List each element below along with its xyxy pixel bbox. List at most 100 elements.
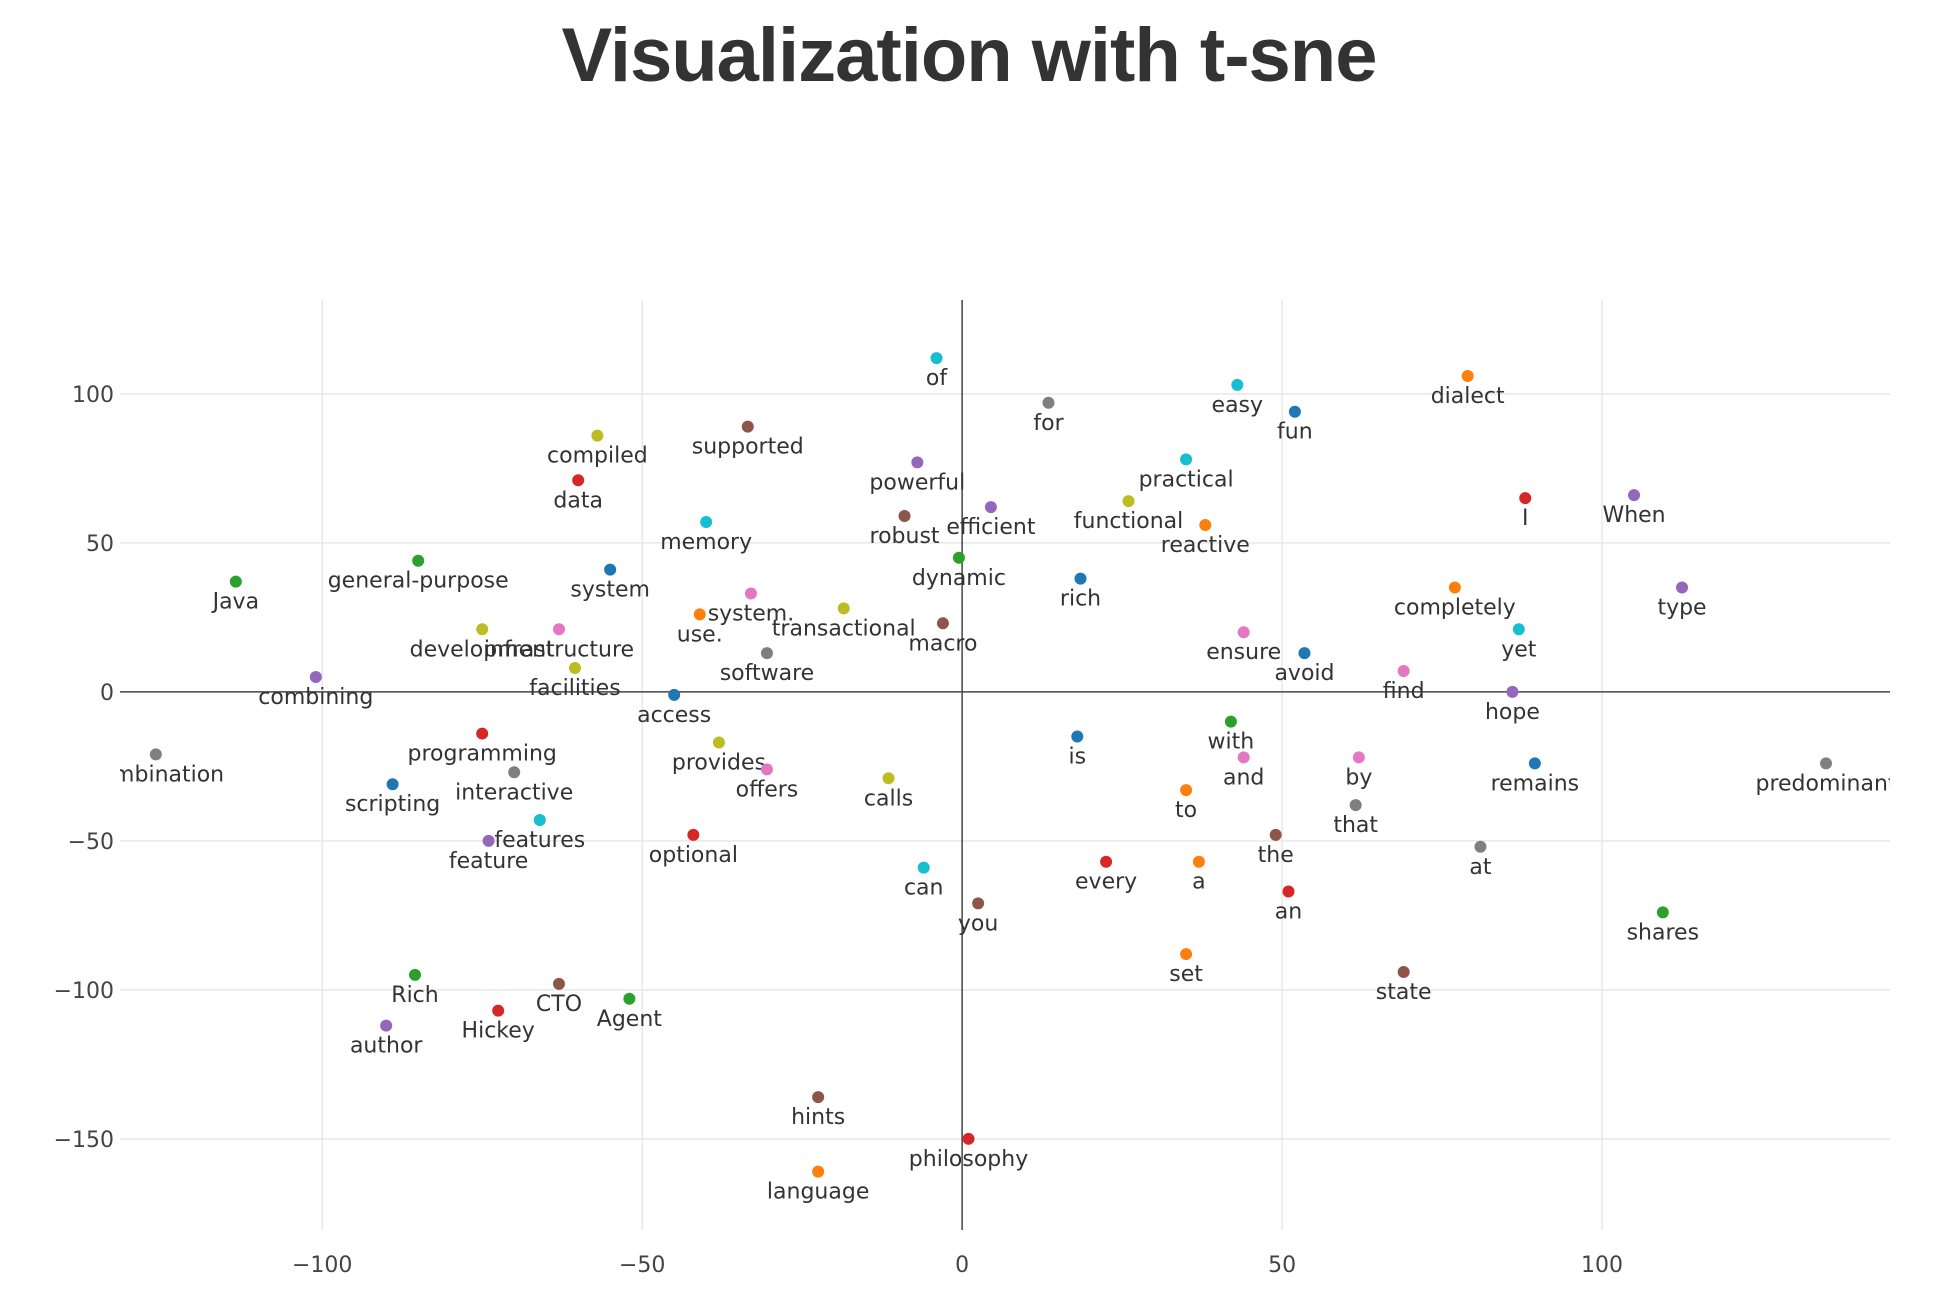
point-marker[interactable] bbox=[604, 564, 616, 576]
point-marker[interactable] bbox=[899, 510, 911, 522]
data-point-rich[interactable]: rich bbox=[1060, 573, 1101, 612]
data-point-avoid[interactable]: avoid bbox=[1274, 647, 1334, 686]
point-marker[interactable] bbox=[150, 748, 162, 760]
point-marker[interactable] bbox=[745, 588, 757, 600]
data-point-hints[interactable]: hints bbox=[791, 1091, 845, 1130]
data-point-scripting[interactable]: scripting bbox=[345, 778, 440, 817]
point-marker[interactable] bbox=[534, 814, 546, 826]
data-point-at[interactable]: at bbox=[1469, 841, 1491, 880]
point-marker[interactable] bbox=[1529, 757, 1541, 769]
point-marker[interactable] bbox=[742, 421, 754, 433]
point-marker[interactable] bbox=[812, 1091, 824, 1103]
point-marker[interactable] bbox=[1513, 623, 1525, 635]
data-point-predominant[interactable]: predominant bbox=[1755, 757, 1896, 796]
point-marker[interactable] bbox=[476, 728, 488, 740]
point-marker[interactable] bbox=[310, 671, 322, 683]
data-point-of[interactable]: of bbox=[926, 352, 948, 391]
data-point-efficient[interactable]: efficient bbox=[946, 501, 1035, 540]
data-point-to[interactable]: to bbox=[1175, 784, 1197, 823]
point-marker[interactable] bbox=[1238, 751, 1250, 763]
data-point-type[interactable]: type bbox=[1657, 582, 1706, 621]
point-marker[interactable] bbox=[508, 766, 520, 778]
point-marker[interactable] bbox=[409, 969, 421, 981]
data-point-combination[interactable]: combination bbox=[88, 748, 225, 787]
data-point-macro[interactable]: macro bbox=[908, 617, 977, 656]
data-point-cto[interactable]: CTO bbox=[536, 978, 582, 1017]
point-marker[interactable] bbox=[1180, 453, 1192, 465]
point-marker[interactable] bbox=[1282, 885, 1294, 897]
point-marker[interactable] bbox=[387, 778, 399, 790]
point-marker[interactable] bbox=[1123, 495, 1135, 507]
data-point-system[interactable]: system bbox=[570, 564, 650, 603]
point-marker[interactable] bbox=[412, 555, 424, 567]
data-point-practical[interactable]: practical bbox=[1139, 453, 1234, 492]
data-point-every[interactable]: every bbox=[1075, 856, 1137, 895]
data-point-provides[interactable]: provides bbox=[672, 737, 766, 776]
point-marker[interactable] bbox=[883, 772, 895, 784]
point-marker[interactable] bbox=[1238, 626, 1250, 638]
data-point-easy[interactable]: easy bbox=[1212, 379, 1264, 418]
data-point-hickey[interactable]: Hickey bbox=[462, 1005, 535, 1044]
data-point-access[interactable]: access bbox=[637, 689, 711, 728]
point-marker[interactable] bbox=[591, 430, 603, 442]
point-marker[interactable] bbox=[380, 1020, 392, 1032]
data-point-compiled[interactable]: compiled bbox=[547, 430, 648, 469]
point-marker[interactable] bbox=[1462, 370, 1474, 382]
data-point-yet[interactable]: yet bbox=[1501, 623, 1537, 662]
point-marker[interactable] bbox=[838, 602, 850, 614]
point-marker[interactable] bbox=[1519, 492, 1531, 504]
point-marker[interactable] bbox=[1820, 757, 1832, 769]
data-point-state[interactable]: state bbox=[1376, 966, 1432, 1005]
point-marker[interactable] bbox=[1231, 379, 1243, 391]
point-marker[interactable] bbox=[972, 897, 984, 909]
point-marker[interactable] bbox=[569, 662, 581, 674]
data-point-dialect[interactable]: dialect bbox=[1431, 370, 1505, 409]
data-point-calls[interactable]: calls bbox=[864, 772, 913, 811]
data-point-features[interactable]: features bbox=[494, 814, 585, 853]
data-point-you[interactable]: you bbox=[958, 897, 998, 936]
data-point-agent[interactable]: Agent bbox=[597, 993, 662, 1032]
point-marker[interactable] bbox=[761, 647, 773, 659]
point-marker[interactable] bbox=[700, 516, 712, 528]
data-point-with[interactable]: with bbox=[1208, 716, 1255, 755]
point-marker[interactable] bbox=[1350, 799, 1362, 811]
point-marker[interactable] bbox=[963, 1133, 975, 1145]
data-point-ensure[interactable]: ensure bbox=[1206, 626, 1281, 665]
point-marker[interactable] bbox=[1676, 582, 1688, 594]
data-point-is[interactable]: is bbox=[1069, 731, 1087, 770]
point-marker[interactable] bbox=[1193, 856, 1205, 868]
point-marker[interactable] bbox=[687, 829, 699, 841]
data-point-an[interactable]: an bbox=[1275, 885, 1302, 924]
data-point-author[interactable]: author bbox=[350, 1020, 423, 1059]
point-marker[interactable] bbox=[668, 689, 680, 701]
data-point-for[interactable]: for bbox=[1033, 397, 1064, 436]
data-point-that[interactable]: that bbox=[1333, 799, 1378, 838]
data-point-find[interactable]: find bbox=[1383, 665, 1425, 704]
data-point-shares[interactable]: shares bbox=[1627, 906, 1699, 945]
point-marker[interactable] bbox=[553, 978, 565, 990]
point-marker[interactable] bbox=[476, 623, 488, 635]
point-marker[interactable] bbox=[1199, 519, 1211, 531]
point-marker[interactable] bbox=[1289, 406, 1301, 418]
data-point-functional[interactable]: functional bbox=[1074, 495, 1183, 534]
point-marker[interactable] bbox=[1225, 716, 1237, 728]
data-point-java[interactable]: Java bbox=[211, 576, 259, 615]
point-marker[interactable] bbox=[1449, 582, 1461, 594]
point-marker[interactable] bbox=[812, 1166, 824, 1178]
point-marker[interactable] bbox=[230, 576, 242, 588]
point-marker[interactable] bbox=[1353, 751, 1365, 763]
data-point-combining[interactable]: combining bbox=[258, 671, 373, 710]
data-point-can[interactable]: can bbox=[904, 862, 944, 901]
data-point-supported[interactable]: supported bbox=[692, 421, 804, 460]
point-marker[interactable] bbox=[1270, 829, 1282, 841]
data-point-facilities[interactable]: facilities bbox=[529, 662, 620, 701]
point-marker[interactable] bbox=[937, 617, 949, 629]
data-point-memory[interactable]: memory bbox=[660, 516, 752, 555]
point-marker[interactable] bbox=[1298, 647, 1310, 659]
point-marker[interactable] bbox=[1398, 966, 1410, 978]
point-marker[interactable] bbox=[953, 552, 965, 564]
point-marker[interactable] bbox=[1628, 489, 1640, 501]
data-point-infrastructure[interactable]: infrastructure bbox=[484, 623, 634, 662]
data-point-programming[interactable]: programming bbox=[408, 728, 557, 767]
data-point-by[interactable]: by bbox=[1345, 751, 1372, 790]
